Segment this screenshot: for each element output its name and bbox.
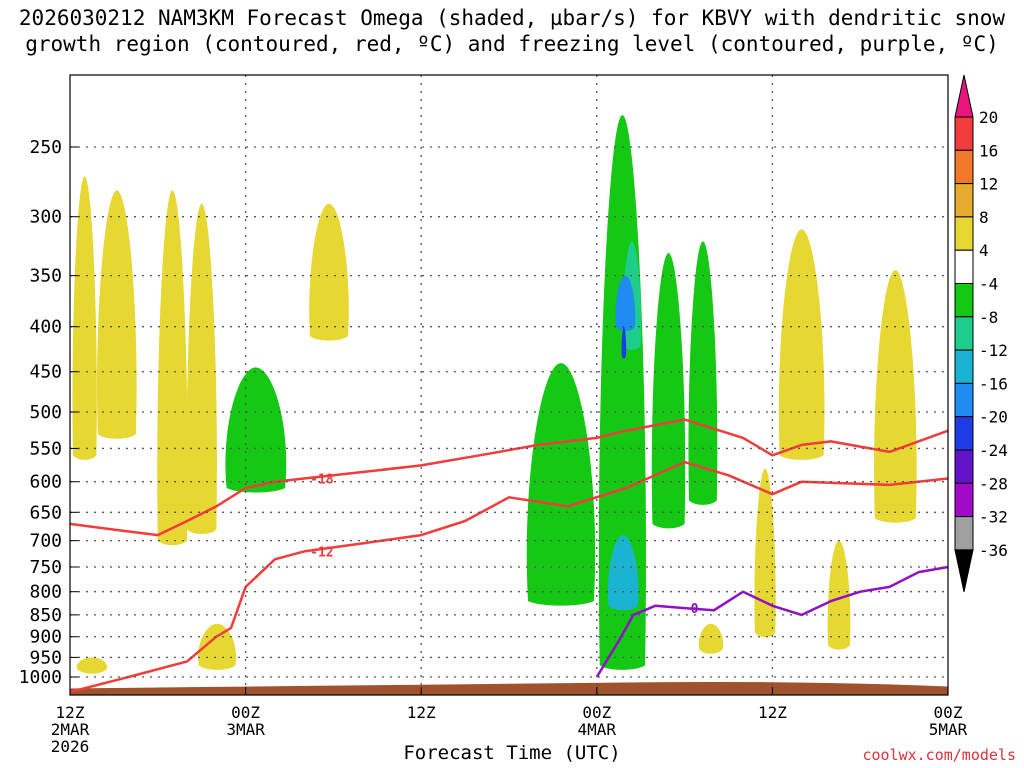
y-tick-label-900: 900 xyxy=(29,627,62,648)
y-tick-label-350: 350 xyxy=(29,266,62,287)
y-tick-label-800: 800 xyxy=(29,582,62,603)
credit-link[interactable]: coolwx.com/models xyxy=(862,746,1016,764)
omega-region-3 xyxy=(186,203,217,535)
axes: 2503003504004505005506006507007508008509… xyxy=(19,74,968,756)
colorbar-segment-9 xyxy=(954,382,974,418)
chart-title-line-2: growth region (contoured, red, ºC) and f… xyxy=(25,32,999,56)
y-tick-label-1000: 1000 xyxy=(19,667,62,688)
colorbar-label-6: -8 xyxy=(979,308,998,327)
omega-region-11 xyxy=(698,623,724,654)
colorbar-segment-2 xyxy=(954,149,974,185)
omega-region-12 xyxy=(225,367,287,493)
colorbar-segment-6 xyxy=(954,283,974,318)
y-tick-label-650: 650 xyxy=(29,502,62,523)
colorbar-segment-4 xyxy=(954,216,974,251)
omega-region-15 xyxy=(651,253,686,529)
plot-area: -12 -18 0 xyxy=(69,115,949,695)
y-tick-label-500: 500 xyxy=(29,402,62,423)
omega-region-6 xyxy=(76,657,108,674)
contour-line-2 xyxy=(595,565,949,678)
colorbar-label-1: 16 xyxy=(979,141,998,160)
x-tick-label-5-0: 00Z xyxy=(934,703,963,722)
colorbar-label-0: 20 xyxy=(979,108,998,127)
contour-line-0 xyxy=(69,460,949,694)
chart-title-line-1: 2026030212 NAM3KM Forecast Omega (shaded… xyxy=(18,6,1006,30)
contour-label-0: -12 xyxy=(310,545,333,560)
colorbar-segment-11 xyxy=(954,449,974,484)
omega-region-8 xyxy=(874,270,917,523)
x-axis-label: Forecast Time (UTC) xyxy=(403,742,621,764)
colorbar-label-2: 12 xyxy=(979,175,998,194)
omega-region-9 xyxy=(827,540,851,650)
y-tick-label-950: 950 xyxy=(29,647,62,668)
x-tick-label-0-0: 12Z xyxy=(56,703,85,722)
y-tick-label-750: 750 xyxy=(29,557,62,578)
x-tick-label-3-0: 00Z xyxy=(582,703,611,722)
colorbar-segment-3 xyxy=(954,183,974,218)
omega-region-13 xyxy=(526,363,596,606)
colorbar-label-10: -24 xyxy=(979,441,1008,460)
plot-border xyxy=(69,74,949,696)
omega-region-20 xyxy=(621,326,627,359)
x-tick-label-0-1: 2MAR xyxy=(51,720,90,739)
colorbar-label-4: 4 xyxy=(979,241,989,260)
y-tick-label-700: 700 xyxy=(29,531,62,552)
x-tick-label-3-1: 4MAR xyxy=(578,720,617,739)
contour-label-1: -18 xyxy=(310,473,334,488)
colorbar-label-11: -28 xyxy=(979,474,1008,493)
omega-region-5 xyxy=(198,623,237,670)
omega-region-1 xyxy=(97,190,137,439)
colorbar: 20 16 12 8 4 -4 -8 -12 -16 -20 -24 -28 -32 -36 xyxy=(954,74,1008,593)
contour-label-2: 0 xyxy=(691,602,699,617)
x-tick-label-2-0: 12Z xyxy=(407,703,436,722)
colorbar-segment-13 xyxy=(954,516,974,551)
colorbar-label-7: -12 xyxy=(979,341,1008,360)
colorbar-top-triangle xyxy=(954,74,974,118)
y-tick-label-450: 450 xyxy=(29,362,62,383)
x-tick-label-5-1: 5MAR xyxy=(929,720,968,739)
colorbar-label-8: -16 xyxy=(979,374,1008,393)
omega-region-7 xyxy=(778,229,825,460)
omega-region-4 xyxy=(309,203,349,341)
colorbar-segment-5 xyxy=(954,249,974,284)
x-tick-label-4-0: 12Z xyxy=(758,703,787,722)
x-tick-label-1-0: 00Z xyxy=(231,703,260,722)
colorbar-segment-7 xyxy=(954,316,974,351)
colorbar-label-13: -36 xyxy=(979,541,1008,560)
colorbar-segment-12 xyxy=(954,482,974,518)
y-tick-label-250: 250 xyxy=(29,137,62,158)
colorbar-segment-10 xyxy=(954,416,974,451)
omega-region-2 xyxy=(157,190,188,546)
y-tick-label-600: 600 xyxy=(29,472,62,493)
y-tick-label-550: 550 xyxy=(29,438,62,459)
omega-region-19 xyxy=(615,275,636,332)
omega-region-10 xyxy=(754,468,776,637)
omega-region-0 xyxy=(72,176,97,460)
y-tick-label-400: 400 xyxy=(29,317,62,338)
y-tick-label-300: 300 xyxy=(29,207,62,228)
colorbar-label-3: 8 xyxy=(979,208,989,227)
colorbar-bottom-triangle xyxy=(954,549,974,593)
colorbar-label-5: -4 xyxy=(979,275,998,294)
x-tick-label-1-1: 3MAR xyxy=(226,720,265,739)
x-tick-label-0-2: 2026 xyxy=(51,737,90,756)
terrain-fill xyxy=(70,681,948,695)
omega-region-16 xyxy=(688,241,718,505)
colorbar-label-12: -32 xyxy=(979,508,1008,527)
colorbar-label-9: -20 xyxy=(979,408,1008,427)
colorbar-segment-8 xyxy=(954,349,974,384)
colorbar-segment-1 xyxy=(954,116,974,151)
y-tick-label-850: 850 xyxy=(29,605,62,626)
